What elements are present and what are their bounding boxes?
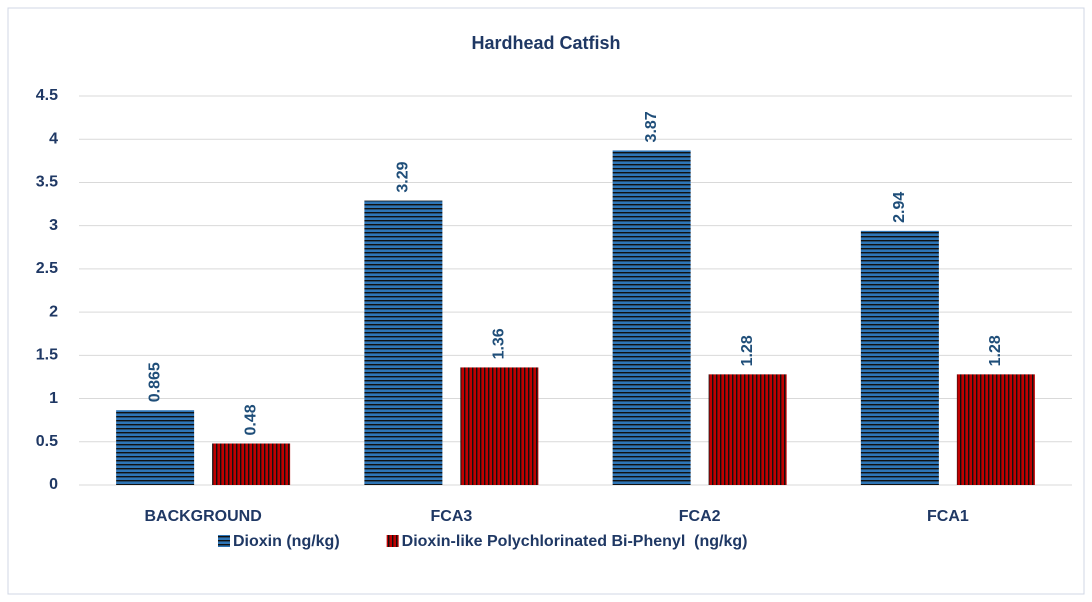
bar [956,374,1035,485]
bar [612,150,691,485]
value-label: 3.29 [395,161,412,192]
value-label: 1.28 [987,335,1004,366]
legend-label: Dioxin (ng/kg) [233,533,340,550]
bar [708,374,787,485]
bar [116,410,195,485]
y-tick-label: 0.5 [36,433,58,450]
bar [860,230,939,485]
y-tick-label: 4 [49,130,58,147]
y-tick-label: 2.5 [36,260,58,277]
y-tick-label: 1 [49,390,58,407]
legend-label: Dioxin-like Polychlorinated Bi-Phenyl (n… [402,533,748,550]
x-tick-label: FCA2 [679,508,721,525]
value-label: 1.36 [491,328,508,359]
value-label: 2.94 [891,192,908,223]
value-label: 0.48 [242,404,259,435]
y-tick-label: 2 [49,303,58,320]
chart-title: Hardhead Catfish [471,33,620,53]
value-label: 1.28 [739,335,756,366]
x-tick-label: FCA1 [927,508,969,525]
y-tick-label: 3.5 [36,174,58,191]
bar [460,367,539,485]
bar [364,200,443,485]
x-tick-label: FCA3 [430,508,472,525]
x-tick-label: BACKGROUND [144,508,261,525]
y-tick-label: 0 [49,476,58,493]
y-tick-label: 3 [49,217,58,234]
y-tick-label: 4.5 [36,87,58,104]
legend-swatch [218,535,230,547]
value-label: 3.87 [643,111,660,142]
value-label: 0.865 [146,362,163,402]
y-tick-label: 1.5 [36,347,58,364]
legend-swatch [386,535,399,547]
bar [212,443,291,485]
